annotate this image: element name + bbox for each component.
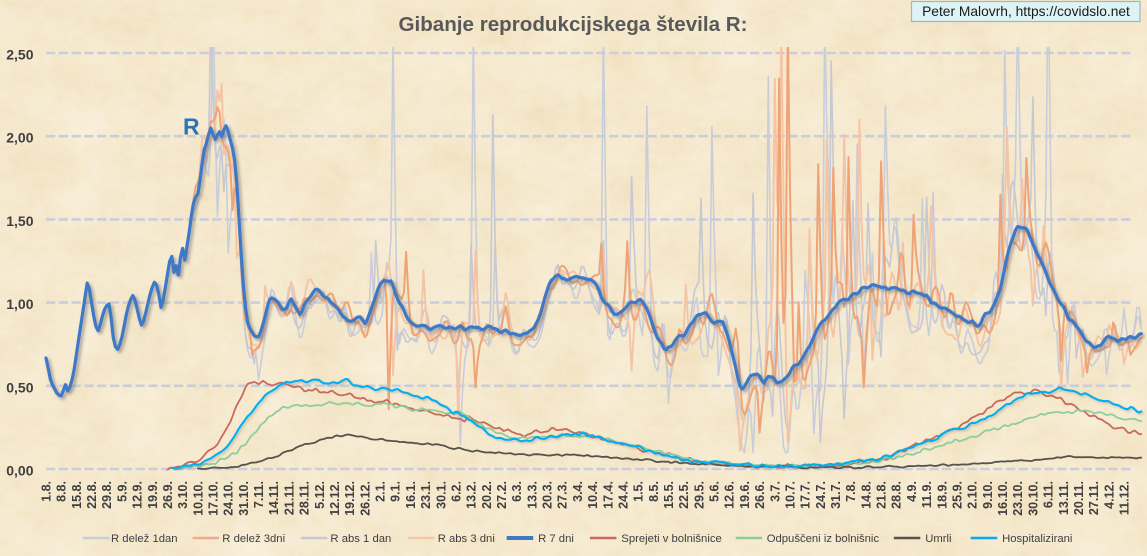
svg-text:27.3.: 27.3. xyxy=(556,481,570,509)
svg-text:31.7.: 31.7. xyxy=(829,481,843,509)
svg-text:6.2.: 6.2. xyxy=(449,481,463,502)
svg-text:2,00: 2,00 xyxy=(6,130,33,146)
svg-text:14.11.: 14.11. xyxy=(267,481,281,515)
svg-text:15.5.: 15.5. xyxy=(662,481,676,509)
svg-text:30.10.: 30.10. xyxy=(1026,481,1040,516)
svg-text:19.6.: 19.6. xyxy=(738,481,752,509)
svg-text:26.6.: 26.6. xyxy=(753,481,767,509)
svg-text:17.10.: 17.10. xyxy=(207,481,221,516)
svg-text:1.8.: 1.8. xyxy=(40,481,54,502)
svg-text:9.10.: 9.10. xyxy=(981,481,995,509)
svg-text:27.2.: 27.2. xyxy=(495,481,509,509)
svg-text:17.7.: 17.7. xyxy=(799,481,813,509)
svg-text:22.5.: 22.5. xyxy=(677,481,691,509)
svg-text:R abs 3 dni: R abs 3 dni xyxy=(438,533,495,545)
svg-text:10.7.: 10.7. xyxy=(784,481,798,509)
svg-text:7.11.: 7.11. xyxy=(252,481,266,508)
svg-text:R 7 dni: R 7 dni xyxy=(538,533,574,545)
svg-text:12.12.: 12.12. xyxy=(328,481,342,516)
svg-text:1.5.: 1.5. xyxy=(632,481,646,502)
svg-text:15.8.: 15.8. xyxy=(70,481,84,509)
svg-text:26.9.: 26.9. xyxy=(161,481,175,509)
svg-text:0,50: 0,50 xyxy=(6,379,33,395)
svg-text:2,50: 2,50 xyxy=(6,47,33,63)
svg-text:24.10.: 24.10. xyxy=(222,481,236,516)
svg-text:5.6.: 5.6. xyxy=(708,481,722,502)
svg-text:27.11.: 27.11. xyxy=(1087,481,1101,515)
svg-text:10.10.: 10.10. xyxy=(191,481,205,516)
svg-text:4.12.: 4.12. xyxy=(1102,481,1116,509)
svg-text:22.8.: 22.8. xyxy=(85,481,99,509)
svg-text:24.4.: 24.4. xyxy=(617,481,631,509)
svg-text:8.8.: 8.8. xyxy=(55,481,69,502)
svg-text:R abs 1 dan: R abs 1 dan xyxy=(330,533,391,545)
svg-text:2.10.: 2.10. xyxy=(966,481,980,509)
svg-text:5.9.: 5.9. xyxy=(115,481,129,502)
svg-text:25.9.: 25.9. xyxy=(951,481,965,509)
svg-text:14.8.: 14.8. xyxy=(859,481,873,509)
svg-text:11.9.: 11.9. xyxy=(920,481,934,508)
svg-text:21.8.: 21.8. xyxy=(875,481,889,509)
svg-text:3.10.: 3.10. xyxy=(176,481,190,509)
svg-text:13.11.: 13.11. xyxy=(1057,481,1071,515)
svg-text:17.4.: 17.4. xyxy=(601,481,615,509)
svg-text:20.11.: 20.11. xyxy=(1072,481,1086,515)
svg-text:20.2.: 20.2. xyxy=(480,481,494,509)
svg-text:16.10.: 16.10. xyxy=(996,481,1010,516)
svg-text:Gibanje reprodukcijskega števi: Gibanje reprodukcijskega števila R: xyxy=(398,13,747,36)
svg-text:21.11.: 21.11. xyxy=(282,481,296,515)
svg-text:23.10.: 23.10. xyxy=(1011,481,1025,516)
svg-text:Sprejeti v bolnišnice: Sprejeti v bolnišnice xyxy=(621,533,721,545)
svg-text:1,50: 1,50 xyxy=(6,213,33,229)
svg-text:26.12.: 26.12. xyxy=(358,481,372,516)
svg-text:2.1.: 2.1. xyxy=(374,481,388,502)
svg-text:0,00: 0,00 xyxy=(6,463,33,479)
svg-text:30.1.: 30.1. xyxy=(434,481,448,509)
svg-text:19.12.: 19.12. xyxy=(343,481,357,516)
svg-text:Hospitalizirani: Hospitalizirani xyxy=(1002,533,1072,545)
svg-text:28.11.: 28.11. xyxy=(298,481,312,515)
svg-text:23.1.: 23.1. xyxy=(419,481,433,509)
svg-text:Odpuščeni iz bolnišnic: Odpuščeni iz bolnišnic xyxy=(767,533,880,545)
svg-text:13.3.: 13.3. xyxy=(525,481,539,509)
svg-text:24.7.: 24.7. xyxy=(814,481,828,509)
svg-text:12.9.: 12.9. xyxy=(131,481,145,509)
svg-text:R delež 3dni: R delež 3dni xyxy=(222,533,285,545)
svg-text:19.9.: 19.9. xyxy=(146,481,160,509)
svg-text:29.5.: 29.5. xyxy=(692,481,706,509)
svg-text:5.12.: 5.12. xyxy=(313,481,327,509)
svg-text:18.9.: 18.9. xyxy=(935,481,949,509)
svg-text:Umrli: Umrli xyxy=(925,533,951,545)
svg-text:29.8.: 29.8. xyxy=(100,481,114,509)
svg-text:3.4.: 3.4. xyxy=(571,481,585,502)
svg-text:1,00: 1,00 xyxy=(6,296,33,312)
svg-text:31.10.: 31.10. xyxy=(237,481,251,516)
svg-text:6.11.: 6.11. xyxy=(1042,481,1056,508)
svg-text:3.7.: 3.7. xyxy=(768,481,782,502)
svg-text:6.3.: 6.3. xyxy=(510,481,524,502)
svg-text:13.2.: 13.2. xyxy=(465,481,479,509)
svg-text:4.9.: 4.9. xyxy=(905,481,919,502)
svg-text:28.8.: 28.8. xyxy=(890,481,904,509)
svg-text:20.3.: 20.3. xyxy=(541,481,555,509)
svg-text:10.4.: 10.4. xyxy=(586,481,600,509)
svg-text:11.12.: 11.12. xyxy=(1118,481,1132,515)
svg-text:7.8.: 7.8. xyxy=(844,481,858,502)
svg-text:8.5.: 8.5. xyxy=(647,481,661,502)
svg-text:12.6.: 12.6. xyxy=(723,481,737,509)
svg-text:R delež 1dan: R delež 1dan xyxy=(111,533,178,545)
svg-text:R: R xyxy=(183,114,200,140)
svg-text:Peter Malovrh, https://covidsl: Peter Malovrh, https://covidslo.net xyxy=(922,4,1130,19)
svg-text:16.1.: 16.1. xyxy=(404,481,418,509)
svg-text:9.1.: 9.1. xyxy=(389,481,403,502)
